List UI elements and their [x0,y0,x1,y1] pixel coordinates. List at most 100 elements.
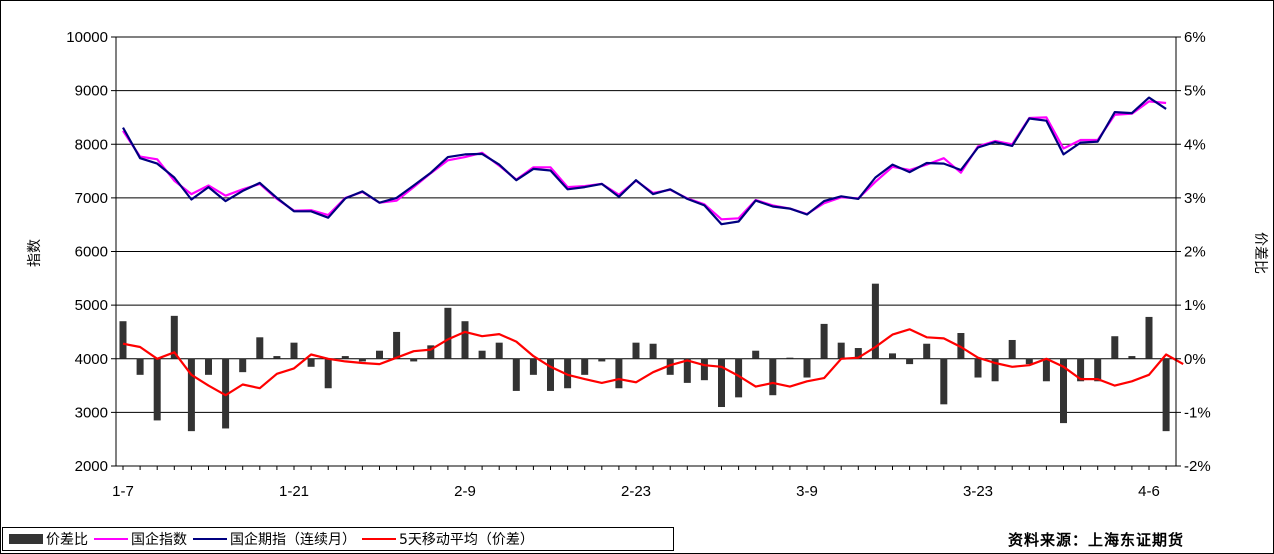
spread-bar [991,358,999,382]
spread-bar [461,321,469,359]
spread-bar [889,353,896,359]
spread-bar [700,358,708,381]
spread-bar [769,358,777,396]
legend-swatch-futures [193,538,227,540]
spread-bar [615,358,623,389]
spread-bar [632,342,640,359]
spread-bars [119,283,1170,432]
legend-swatch-index [94,538,128,540]
spread-bar [752,350,760,359]
x-axis-ticks: 1-7 1-21 2-9 2-23 3-9 3-23 4-6 [112,466,1167,500]
spread-bar [1111,336,1119,359]
spread-bar [358,358,366,362]
right-tick-label: -2% [1184,458,1211,475]
legend-swatch-bar [9,534,43,544]
x-tick-label: 1-21 [279,483,309,500]
x-tick-label: 4-6 [1138,483,1160,500]
spread-bar [410,358,418,362]
spread-bar [136,358,144,375]
right-tick-label: 2% [1184,244,1206,261]
spread-bar [512,358,520,391]
spread-bar [1077,358,1085,382]
legend: 价差比 国企指数 国企期指（连续月） 5天移动平均（价差） [2,527,674,551]
spread-bar [393,331,401,359]
legend-item-ma: 5天移动平均（价差） [362,529,534,549]
right-tick-label: 5% [1184,83,1206,100]
spread-bar [307,358,315,367]
spread-bar [581,358,589,375]
spread-bar [1008,339,1016,359]
spread-bar [187,358,195,432]
left-tick-label: 2000 [75,458,108,475]
spread-bar [495,342,503,359]
spread-bar [923,343,931,359]
x-tick-label: 3-9 [796,483,818,500]
right-tick-label: 3% [1184,190,1206,207]
legend-item-futures: 国企期指（连续月） [193,529,356,549]
spread-bar [786,357,794,359]
spread-bar [547,358,554,391]
right-axis-ticks: 6% 5% 4% 3% 2% 1% 0% -1% -2% [1176,29,1211,475]
spread-bar [871,283,879,359]
left-tick-label: 6000 [75,244,108,261]
spread-bar [820,323,828,359]
spread-bar [1094,358,1102,382]
spread-bar [1025,358,1033,365]
spread-bar [803,358,811,378]
right-tick-label: 1% [1184,297,1206,314]
spread-bar [205,358,212,375]
left-tick-label: 7000 [75,190,108,207]
spread-bar [341,356,349,359]
x-tick-label: 2-9 [454,483,476,500]
spread-bar [324,358,332,389]
spread-bar [854,348,862,359]
spread-bar [974,358,982,378]
spread-bar [1060,358,1067,424]
left-tick-label: 9000 [75,83,108,100]
spread-bar [598,358,606,362]
spread-bar [444,307,452,359]
spread-bar [649,343,657,359]
spread-bar [119,321,127,359]
left-tick-label: 8000 [75,136,108,153]
spread-bar [906,358,914,365]
spread-bar [564,358,572,389]
spread-bar [666,358,674,375]
spread-bar [170,315,178,359]
legend-label-spread: 价差比 [46,532,88,548]
spread-bar [837,342,845,359]
spread-bar [153,358,161,421]
spread-bar [1042,358,1050,382]
spread-bar [256,337,264,359]
spread-bar [683,358,691,383]
spread-bar [290,342,298,359]
left-tick-label: 4000 [75,351,108,368]
ma-line [122,328,1184,397]
legend-label-ma: 5天移动平均（价差） [399,532,534,548]
left-tick-label: 10000 [66,29,108,46]
spread-bar [273,356,281,359]
legend-swatch-ma [362,538,396,540]
right-axis-title: 价差比 [1252,232,1268,274]
spread-bar [427,345,435,359]
x-tick-label: 2-23 [621,483,651,500]
x-tick-label: 1-7 [112,483,134,500]
spread-bar [529,358,537,375]
legend-item-index: 国企指数 [94,529,187,549]
spread-bar [376,350,383,359]
right-tick-label: 4% [1184,136,1206,153]
spread-bar [940,358,948,405]
right-tick-label: 6% [1184,29,1206,46]
legend-label-index: 国企指数 [131,532,187,548]
right-tick-label: 0% [1184,351,1206,368]
left-tick-label: 5000 [75,297,108,314]
series-lines [122,96,1184,397]
right-tick-label: -1% [1184,404,1211,421]
spread-bar [1128,356,1136,359]
spread-bar [478,350,486,359]
spread-bar [222,358,230,429]
left-axis-ticks: 10000 9000 8000 7000 6000 5000 4000 3000 2000 [66,29,116,475]
legend-label-futures: 国企期指（连续月） [230,532,356,548]
spread-bar [1145,316,1153,359]
left-axis-title: 指数 [27,239,43,267]
